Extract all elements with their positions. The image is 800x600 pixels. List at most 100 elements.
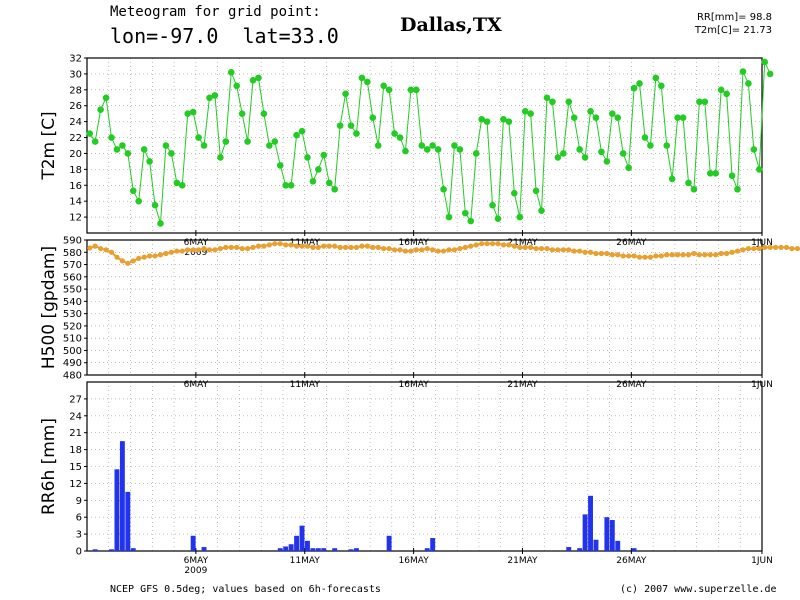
rr-bar xyxy=(588,495,593,551)
rr-bar xyxy=(277,548,283,551)
t2m-point xyxy=(413,86,420,94)
t2m-point xyxy=(630,84,638,92)
rr-bar xyxy=(283,546,289,551)
y-tick-label: 18 xyxy=(69,445,82,456)
y-tick-label: 480 xyxy=(63,371,82,382)
h500-point xyxy=(337,244,343,250)
t2m-point xyxy=(723,90,730,98)
h500-point xyxy=(582,249,588,255)
rr-bar xyxy=(577,548,583,551)
t2m-point xyxy=(135,197,143,205)
t2m-point xyxy=(478,115,485,123)
h500-point xyxy=(484,241,490,247)
h500-point xyxy=(707,252,713,258)
rr-bar xyxy=(125,491,131,551)
t2m-point xyxy=(451,142,458,149)
t2m-point xyxy=(315,166,322,173)
h500-point xyxy=(261,243,267,249)
h500-point xyxy=(647,254,654,260)
t2m-point xyxy=(102,94,110,102)
t2m-point xyxy=(293,131,300,139)
y-tick-label: 580 xyxy=(63,248,82,259)
h500-point xyxy=(718,250,724,257)
t2m-point xyxy=(353,130,360,137)
t2m-point xyxy=(309,177,317,185)
y-tick-label: 24 xyxy=(69,117,82,128)
temperature-mean: T2m[C]= 21.73 xyxy=(694,25,772,36)
t2m-point xyxy=(456,146,464,153)
h500-point xyxy=(402,248,409,254)
h500-point xyxy=(549,247,556,253)
h500-point xyxy=(299,243,305,249)
t2m-point xyxy=(151,201,159,209)
y-tick-label: 12 xyxy=(69,213,82,224)
t2m-point xyxy=(494,215,502,222)
h500-point xyxy=(571,248,577,254)
t2m-point xyxy=(342,90,349,98)
h500-point xyxy=(642,254,648,260)
panel-rr6h-frame xyxy=(86,381,763,552)
t2m-point xyxy=(706,170,714,177)
h500-point xyxy=(98,245,104,252)
t2m-point xyxy=(396,134,404,141)
h500-point xyxy=(212,247,218,253)
h500-point xyxy=(664,252,670,258)
t2m-point xyxy=(244,138,251,145)
location-name: Dallas,TX xyxy=(400,14,502,36)
y-tick-label: 12 xyxy=(69,479,82,490)
rr-bar xyxy=(604,517,610,551)
t2m-point xyxy=(391,130,398,137)
t2m-point xyxy=(696,98,703,106)
h500-point xyxy=(696,252,702,258)
t2m-point xyxy=(516,213,524,221)
y-tick-label: 570 xyxy=(63,260,82,271)
rr-bar xyxy=(310,548,316,551)
h500-point xyxy=(206,247,213,253)
rr-bar xyxy=(593,539,599,551)
t2m-point xyxy=(260,110,268,117)
h500-point xyxy=(397,247,403,253)
t2m-point xyxy=(565,98,573,106)
h500-point xyxy=(555,247,561,253)
x-tick-label: 11MAY xyxy=(290,380,321,390)
rr-bar xyxy=(114,469,120,551)
h500-point xyxy=(751,245,757,252)
t2m-point xyxy=(97,106,104,114)
t2m-point xyxy=(320,151,328,159)
copyright-note: (c) 2007 www.superzelle.de xyxy=(620,584,777,595)
t2m-point xyxy=(538,207,545,215)
h500-point xyxy=(217,245,223,252)
y-axis-label: RR6h [mm] xyxy=(39,418,59,515)
y-tick-label: 15 xyxy=(69,462,82,473)
h500-point xyxy=(522,244,528,250)
h500-point xyxy=(593,250,599,257)
t2m-point xyxy=(755,166,763,173)
rr-bar xyxy=(582,514,588,551)
h500-point xyxy=(729,249,735,255)
t2m-point xyxy=(233,82,240,90)
x-tick-label: 16MAY xyxy=(399,380,430,390)
h500-point xyxy=(658,253,664,259)
h500-point xyxy=(386,245,392,252)
y-tick-label: 20 xyxy=(69,149,82,160)
y-tick-label: 530 xyxy=(63,309,82,320)
h500-point xyxy=(544,245,550,252)
h500-point xyxy=(228,244,234,250)
t2m-point xyxy=(168,150,175,157)
h500-point xyxy=(517,244,523,250)
t2m-point xyxy=(609,110,616,117)
rr-bar xyxy=(130,548,136,551)
y-tick-label: 510 xyxy=(63,334,82,345)
h500-point xyxy=(419,247,425,253)
h500-point xyxy=(451,247,458,253)
t2m-point xyxy=(358,74,366,82)
h500-point xyxy=(495,241,501,247)
h500-point xyxy=(762,244,768,250)
panel-t2m-frame xyxy=(86,57,763,234)
h500-point xyxy=(500,242,507,248)
t2m-point xyxy=(745,80,752,87)
t2m-point xyxy=(668,175,676,183)
t2m-point xyxy=(532,187,540,195)
rr-bar xyxy=(305,540,310,551)
t2m-point xyxy=(418,142,426,149)
